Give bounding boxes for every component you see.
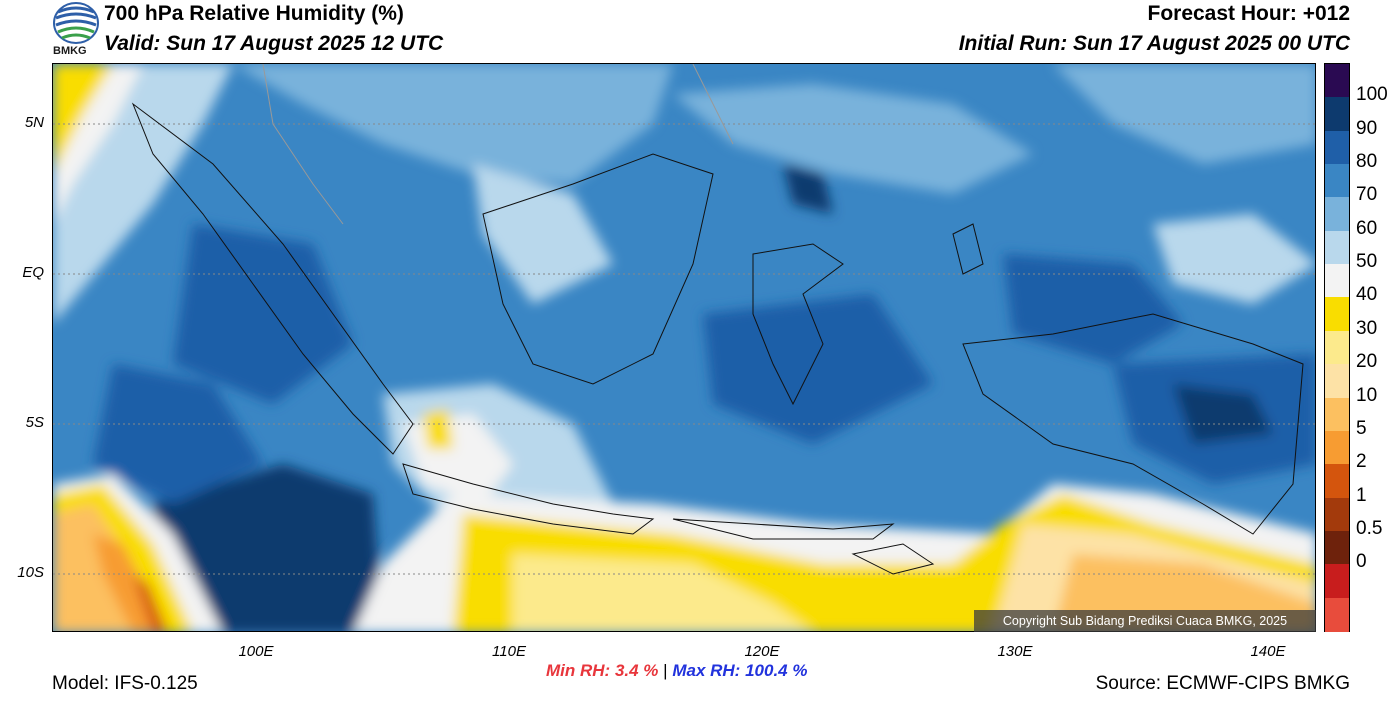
timor-outline	[851, 543, 935, 575]
colorbar-label: 40	[1356, 284, 1378, 306]
colorbar-segment	[1325, 197, 1349, 232]
colorbar-segment	[1325, 297, 1349, 332]
initial-run: Initial Run: Sun 17 August 2025 00 UTC	[958, 32, 1350, 55]
valid-time: Valid: Sun 17 August 2025 12 UTC	[104, 32, 444, 55]
colorbar-label: 5	[1356, 417, 1367, 439]
colorbar-segment	[1325, 497, 1349, 532]
borneo-outline	[482, 153, 714, 385]
forecast-hour: Forecast Hour: +012	[1147, 2, 1351, 25]
copyright-notice: Copyright Sub Bidang Prediksi Cuaca BMKG…	[974, 610, 1316, 632]
colorbar-label: 50	[1356, 251, 1378, 273]
philippines-outline	[692, 64, 734, 145]
source-label: Source: ECMWF-CIPS BMKG	[1095, 673, 1350, 694]
lon-tick-110e: 110E	[492, 643, 526, 660]
java-outline	[402, 463, 655, 535]
colorbar-label: 60	[1356, 217, 1378, 239]
colorbar-label: 80	[1356, 151, 1378, 173]
colorbar-label: 30	[1356, 317, 1378, 339]
sumatra-outline	[131, 102, 414, 455]
lat-tick-eq: EQ	[22, 264, 44, 281]
colorbar-segment	[1325, 97, 1349, 132]
lat-tick-5s: 5S	[25, 414, 44, 431]
lat-tick-10s: 10S	[17, 564, 44, 581]
lon-tick-140e: 140E	[1250, 643, 1286, 660]
model-label: Model: IFS-0.125	[52, 673, 198, 694]
colorbar-segment	[1325, 530, 1349, 565]
colorbar-label: 0.5	[1356, 517, 1383, 539]
nusa-tenggara-outline	[672, 518, 895, 540]
lon-tick-120e: 120E	[744, 643, 780, 660]
colorbar-label: 90	[1356, 117, 1378, 139]
colorbar-segment	[1325, 164, 1349, 199]
colorbar-label: 20	[1356, 351, 1378, 373]
rh-stats: Min RH: 3.4 % | Max RH: 100.4 %	[546, 661, 807, 681]
colorbar-label: 70	[1356, 184, 1378, 206]
lon-tick-130e: 130E	[997, 643, 1033, 660]
logo-text: BMKG	[53, 45, 87, 57]
colorbar-segment	[1325, 397, 1349, 432]
colorbar-label: 1	[1356, 484, 1367, 506]
colorbar-label: 10	[1356, 384, 1378, 406]
max-rh-label: Max RH:	[672, 661, 741, 680]
colorbar-segment	[1325, 430, 1349, 465]
min-rh-label: Min RH:	[546, 661, 611, 680]
colorbar-segment	[1325, 64, 1349, 98]
colorbar-segment	[1325, 264, 1349, 299]
colorbar-label: 100	[1356, 84, 1388, 106]
stats-separator: |	[663, 661, 668, 680]
colorbar-segment	[1325, 330, 1349, 365]
colorbar-segment	[1325, 464, 1349, 499]
colorbar-segment	[1325, 564, 1349, 599]
bmkg-logo	[52, 2, 100, 60]
colorbar-segment	[1325, 364, 1349, 399]
malay-peninsula-outline	[262, 64, 344, 225]
colorbar-segment	[1325, 230, 1349, 265]
min-rh-value: 3.4 %	[614, 661, 659, 680]
colorbar-segment	[1325, 130, 1349, 165]
colorbar-label: 0	[1356, 551, 1367, 573]
sulawesi-outline	[752, 243, 844, 406]
colorbar-segment	[1325, 597, 1349, 632]
papua-outline	[962, 313, 1304, 535]
humidity-field	[53, 64, 1315, 631]
halmahera-outline	[952, 223, 984, 275]
lat-tick-5n: 5N	[24, 114, 44, 131]
colorbar	[1324, 63, 1350, 632]
max-rh-value: 100.4 %	[745, 661, 808, 680]
chart-title: 700 hPa Relative Humidity (%)	[104, 2, 404, 25]
humidity-map	[52, 63, 1316, 632]
lon-tick-100e: 100E	[238, 643, 274, 660]
colorbar-label: 2	[1356, 451, 1367, 473]
